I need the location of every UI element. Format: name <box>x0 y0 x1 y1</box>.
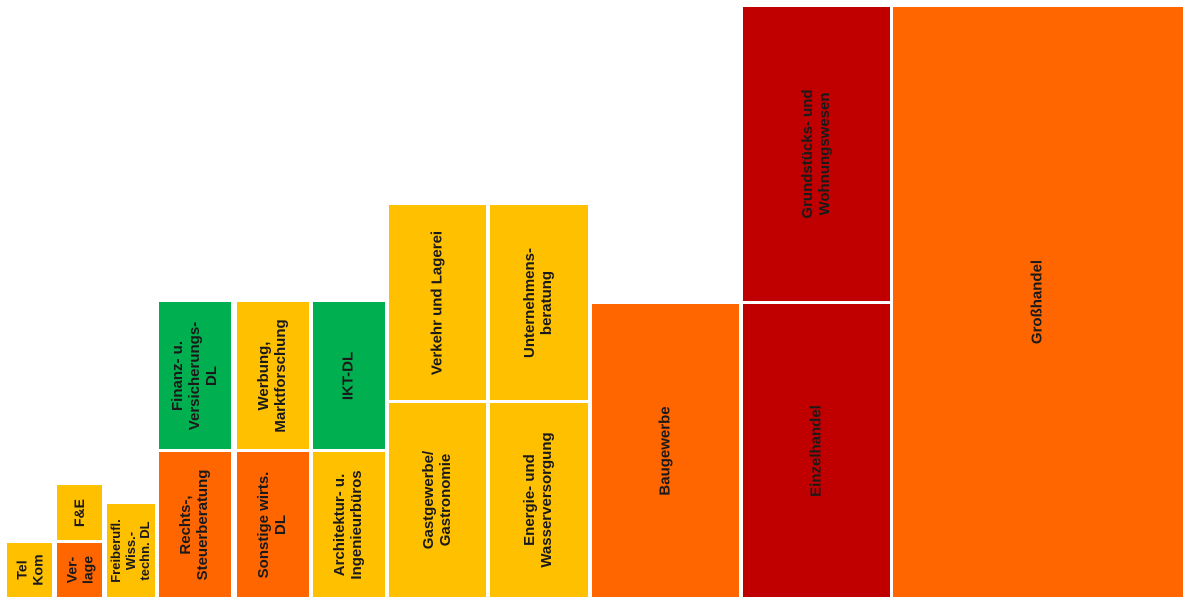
tile-sonstige: Sonstige wirts. DL <box>237 452 309 597</box>
tile-label: Unternehmens- beratung <box>521 247 555 358</box>
tile-label: Energie- und Wasserversorgung <box>521 432 555 568</box>
tile-einzelhandel: Einzelhandel <box>743 304 890 597</box>
tile-telkom: Tel Kom <box>7 543 52 597</box>
tile-label: Gastgewerbe/ Gastronomie <box>419 450 454 550</box>
tile-label: Sonstige wirts. DL <box>255 471 289 578</box>
tile-iktdl: IKT-DL <box>313 302 385 449</box>
tile-label: Großhandel <box>1028 259 1046 345</box>
tile-freiberufl: Freiberufl. Wiss.- techn. DL <box>107 504 155 597</box>
tile-finanz: Finanz- u. Versicherungs- DL <box>159 302 231 449</box>
tile-gastgewerbe: Gastgewerbe/ Gastronomie <box>389 403 486 597</box>
tile-energie: Energie- und Wasserversorgung <box>490 403 588 597</box>
tile-baugewerbe: Baugewerbe <box>592 304 739 597</box>
tile-grundstuecks: Grundstücks- und Wohnungswesen <box>743 7 890 301</box>
tile-label: Rechts-, Steuerberatung <box>177 469 211 580</box>
tile-label: Verkehr und Lagerei <box>428 230 446 375</box>
tile-label: Grundstücks- und Wohnungswesen <box>798 89 833 219</box>
tile-label: Baugewerbe <box>656 405 674 496</box>
tile-label: Ver- lage <box>62 555 95 585</box>
tile-verlage: Ver- lage <box>57 543 102 597</box>
tile-label: Freiberufl. Wiss.- techn. DL <box>108 518 153 583</box>
tile-label: IKT-DL <box>339 351 357 400</box>
tile-label: F&E <box>70 498 87 527</box>
tile-verkehr: Verkehr und Lagerei <box>389 205 486 400</box>
tile-fue: F&E <box>57 485 102 540</box>
tile-label: Architektur- u. Ingenieurbüros <box>331 469 365 580</box>
tile-label: Finanz- u. Versicherungs- DL <box>168 321 220 430</box>
tile-unternehmens: Unternehmens- beratung <box>490 205 588 400</box>
tile-rechts: Rechts-, Steuerberatung <box>159 452 231 597</box>
tile-label: Einzelhandel <box>807 404 825 497</box>
tile-label: Tel Kom <box>12 554 45 586</box>
tile-werbung: Werbung, Marktforschung <box>237 302 309 449</box>
tile-label: Werbung, Marktforschung <box>255 318 289 433</box>
tile-grosshandel: Großhandel <box>893 7 1183 597</box>
tile-architektur: Architektur- u. Ingenieurbüros <box>313 452 385 597</box>
